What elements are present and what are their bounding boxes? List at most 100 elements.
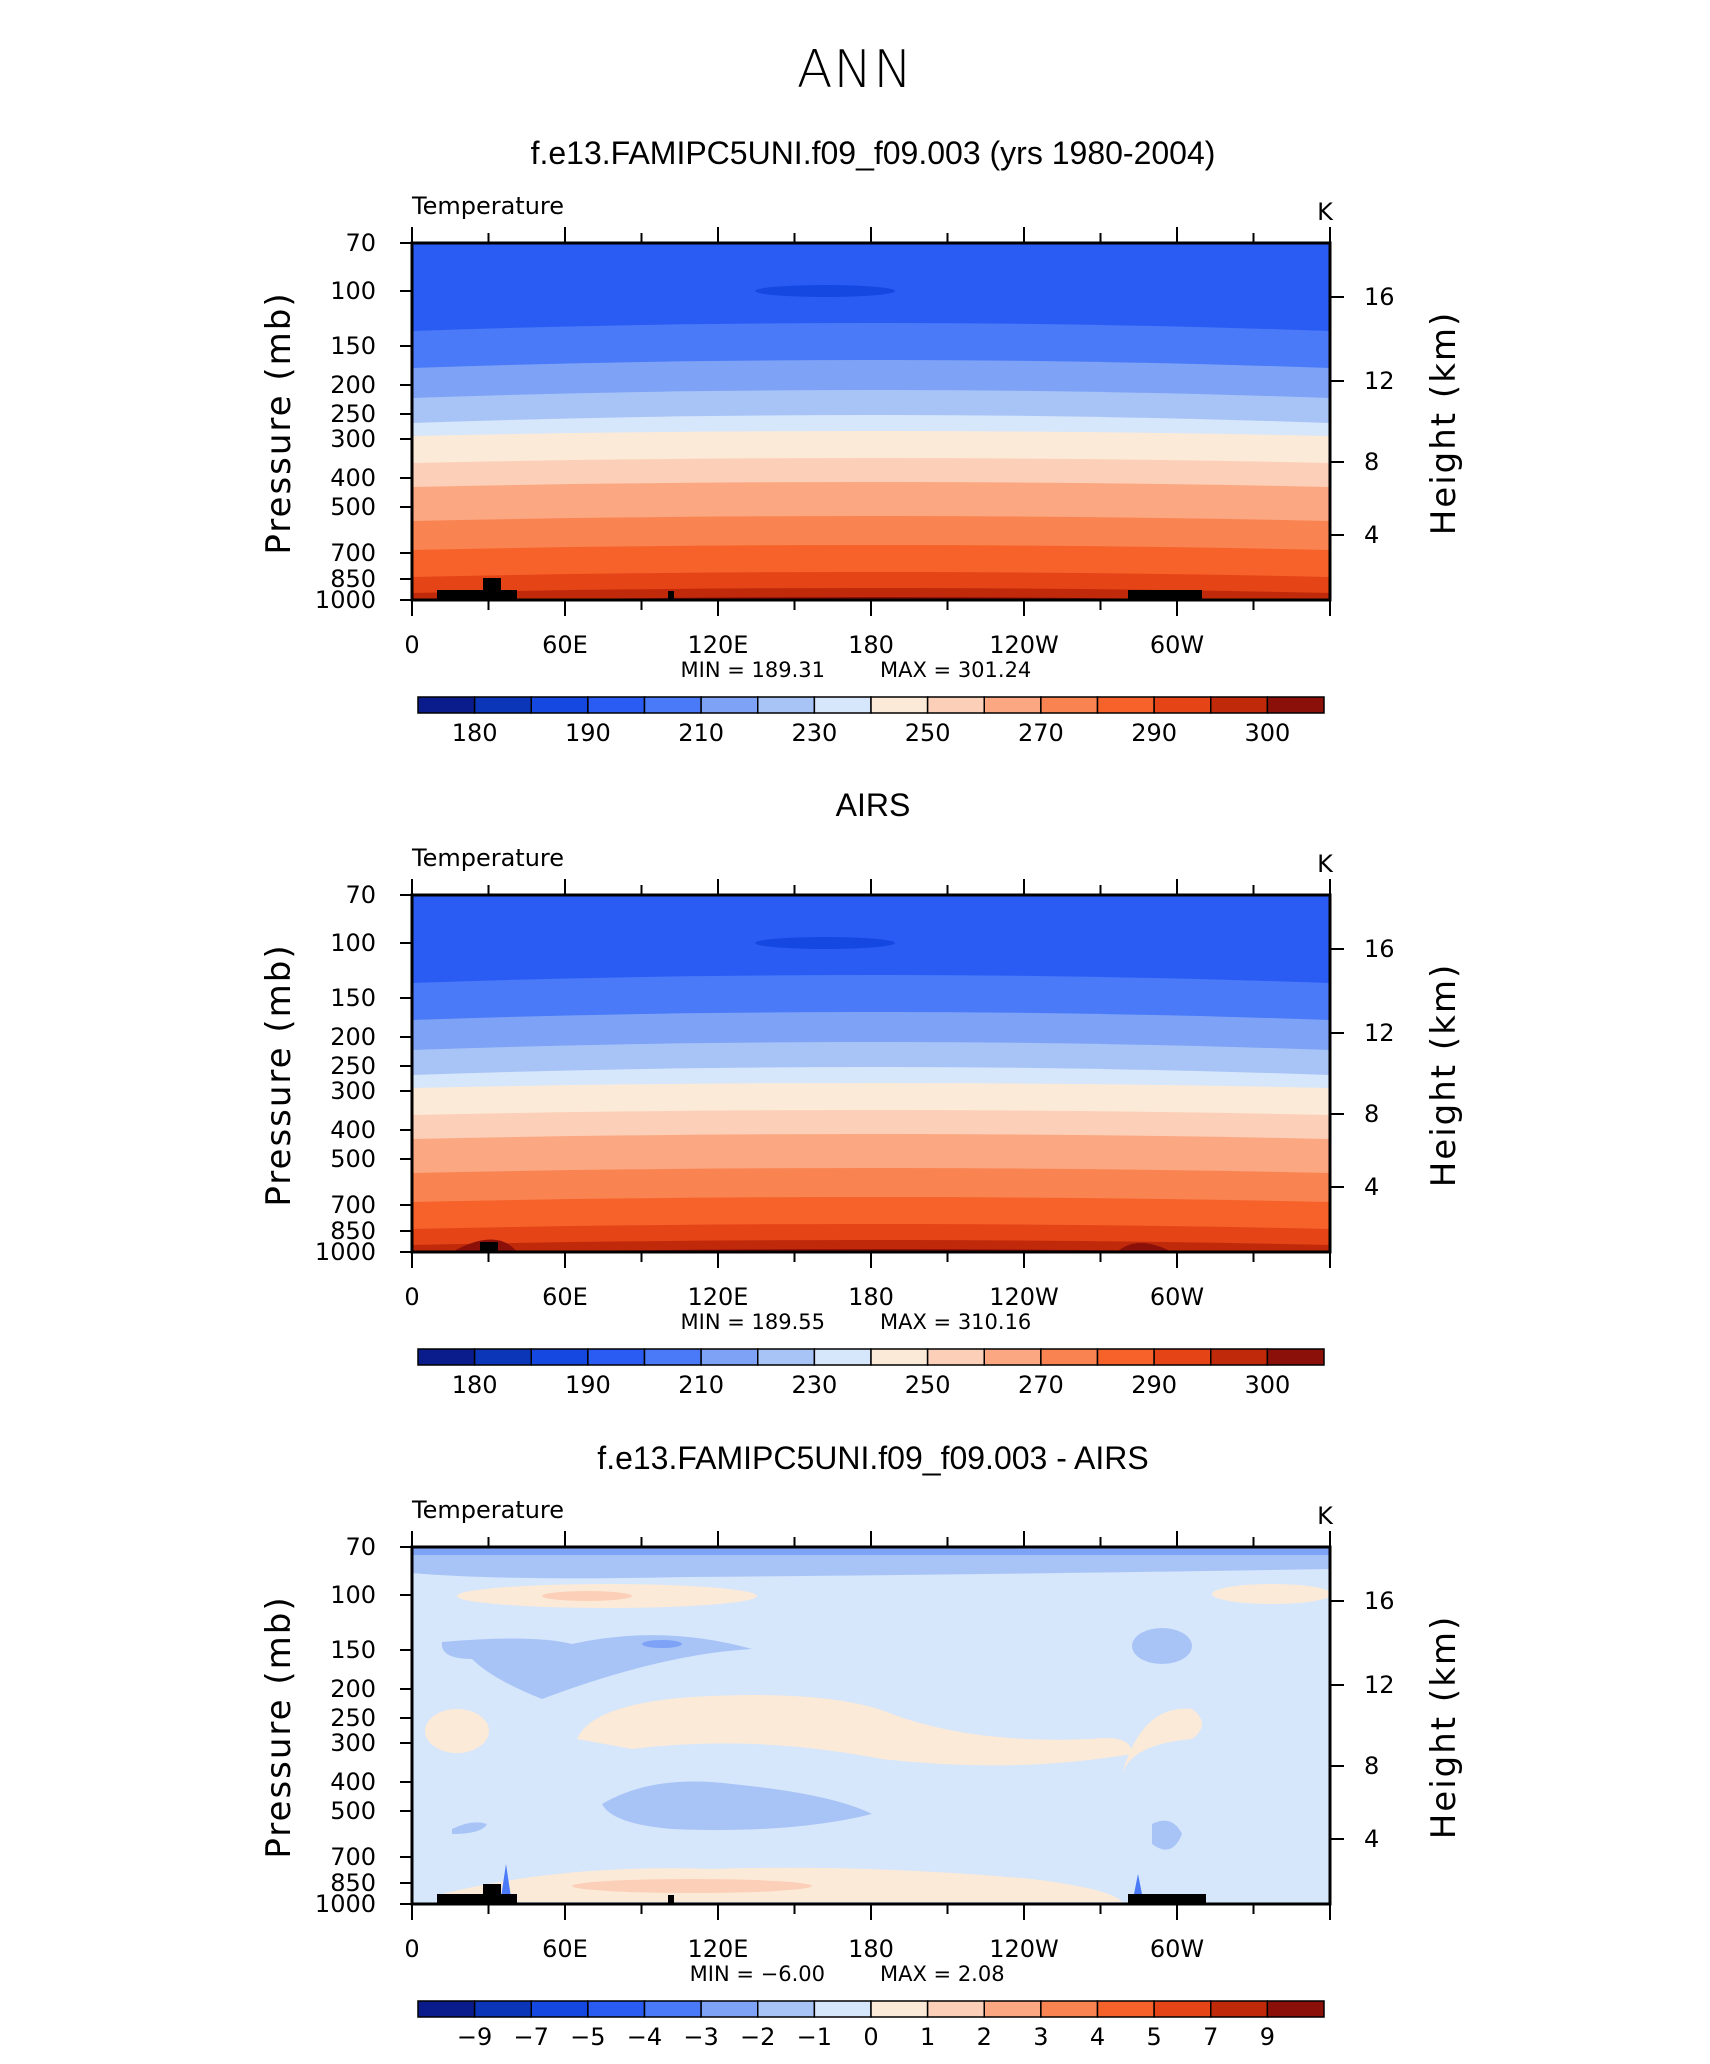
pressure-tick-label: 200 bbox=[330, 1023, 376, 1051]
pressure-tick-label: 250 bbox=[330, 1052, 376, 1080]
colorbar-label: −4 bbox=[627, 2023, 662, 2051]
lon-tick-label: 0 bbox=[404, 631, 419, 659]
lon-tick-label: 180 bbox=[848, 1283, 894, 1311]
warm-patch bbox=[1212, 1584, 1330, 1604]
colorbar-swatch bbox=[1266, 1348, 1325, 1366]
colorbar-label: 250 bbox=[905, 1371, 951, 1399]
cold-blob bbox=[1132, 1628, 1192, 1664]
land-island bbox=[668, 591, 674, 600]
pressure-tick-label: 400 bbox=[330, 1768, 376, 1796]
lon-tick-label: 0 bbox=[404, 1283, 419, 1311]
colorbar-label: 300 bbox=[1244, 719, 1290, 747]
colorbar-label: 4 bbox=[1090, 2023, 1105, 2051]
colorbar-swatch bbox=[813, 2000, 872, 2018]
pressure-tick-label: 700 bbox=[330, 1843, 376, 1871]
pressure-tick-label: 100 bbox=[330, 929, 376, 957]
land-highland bbox=[480, 1242, 498, 1252]
pressure-tick-label: 250 bbox=[330, 1704, 376, 1732]
lon-tick-label: 120W bbox=[989, 631, 1059, 659]
height-tick-label: 8 bbox=[1364, 1752, 1379, 1780]
contour-fill bbox=[412, 895, 1330, 1252]
colorbar-swatch bbox=[473, 2000, 532, 2018]
cold-patch bbox=[452, 1822, 487, 1834]
lon-tick-label: 180 bbox=[848, 1935, 894, 1963]
pressure-tick-label: 150 bbox=[330, 332, 376, 360]
colorbar-label: 2 bbox=[977, 2023, 992, 2051]
colorbar-label: 190 bbox=[565, 719, 611, 747]
pressure-tick-label: 300 bbox=[330, 425, 376, 453]
warm-low-core bbox=[572, 1879, 812, 1893]
colorbar-label: 230 bbox=[791, 1371, 837, 1399]
height-tick-label: 12 bbox=[1364, 367, 1395, 395]
pressure-tick-label: 500 bbox=[330, 493, 376, 521]
height-tick-label: 4 bbox=[1364, 1825, 1379, 1853]
colorbar-label: 210 bbox=[678, 719, 724, 747]
warm-band bbox=[1122, 1708, 1202, 1774]
cold-band-top-core bbox=[412, 1547, 1330, 1555]
y-axis-title-height: Height (km) bbox=[1424, 963, 1464, 1188]
pressure-tick-label: 500 bbox=[330, 1797, 376, 1825]
colorbar-swatch bbox=[1096, 2000, 1155, 2018]
height-tick-label: 4 bbox=[1364, 521, 1379, 549]
lon-tick-label: 120W bbox=[989, 1935, 1059, 1963]
colorbar-label: 190 bbox=[565, 1371, 611, 1399]
units-label: K bbox=[1317, 198, 1334, 226]
land-americas bbox=[1128, 1894, 1206, 1904]
lon-tick-label: 60E bbox=[542, 1283, 588, 1311]
colorbar-swatch bbox=[700, 2000, 759, 2018]
lon-tick-label: 0 bbox=[404, 1935, 419, 1963]
colorbar-label: −9 bbox=[457, 2023, 492, 2051]
min-stat: MIN = 189.55 bbox=[681, 1310, 825, 1334]
pressure-tick-label: 400 bbox=[330, 464, 376, 492]
panel-svg: f.e13.FAMIPC5UNI.f09_f09.003 (yrs 1980-2… bbox=[259, 135, 1464, 747]
lon-tick-label: 60E bbox=[542, 1935, 588, 1963]
pressure-tick-label: 300 bbox=[330, 1729, 376, 1757]
pressure-tick-label: 400 bbox=[330, 1116, 376, 1144]
pressure-tick-label: 300 bbox=[330, 1077, 376, 1105]
height-tick-label: 12 bbox=[1364, 1019, 1395, 1047]
pressure-tick-label: 850 bbox=[330, 1869, 376, 1897]
contour-band bbox=[412, 588, 1330, 600]
colorbar-label: 210 bbox=[678, 1371, 724, 1399]
pressure-tick-label: 1000 bbox=[315, 1890, 376, 1918]
cold-patch bbox=[1152, 1820, 1182, 1850]
colorbar-swatch bbox=[530, 2000, 589, 2018]
height-tick-label: 12 bbox=[1364, 1671, 1395, 1699]
pressure-tick-label: 1000 bbox=[315, 1238, 376, 1266]
colorbar-label: 180 bbox=[452, 719, 498, 747]
lon-tick-label: 120W bbox=[989, 1283, 1059, 1311]
pressure-tick-label: 850 bbox=[330, 565, 376, 593]
pressure-tick-label: 1000 bbox=[315, 586, 376, 614]
colorbar-label: 270 bbox=[1018, 719, 1064, 747]
land-island bbox=[668, 1895, 674, 1904]
pressure-tick-label: 500 bbox=[330, 1145, 376, 1173]
colorbar-label: 0 bbox=[863, 2023, 878, 2051]
pressure-tick-label: 250 bbox=[330, 400, 376, 428]
variable-label: Temperature bbox=[411, 844, 564, 872]
lon-tick-label: 60W bbox=[1150, 631, 1204, 659]
y-axis-title-pressure: Pressure (mb) bbox=[259, 943, 299, 1206]
pressure-tick-label: 850 bbox=[330, 1217, 376, 1245]
colorbar-label: 9 bbox=[1260, 2023, 1275, 2051]
min-stat: MIN = 189.31 bbox=[681, 658, 825, 682]
lon-tick-label: 60W bbox=[1150, 1283, 1204, 1311]
colorbar-label: −3 bbox=[683, 2023, 718, 2051]
pressure-tick-label: 100 bbox=[330, 277, 376, 305]
colorbar-swatch bbox=[643, 2000, 702, 2018]
colorbar-swatch bbox=[587, 2000, 646, 2018]
colorbar-swatch bbox=[983, 2000, 1042, 2018]
pressure-tick-label: 150 bbox=[330, 1636, 376, 1664]
height-tick-label: 8 bbox=[1364, 1100, 1379, 1128]
land-americas bbox=[1128, 590, 1202, 600]
land-africa bbox=[437, 1894, 517, 1904]
y-axis-title-height: Height (km) bbox=[1424, 311, 1464, 536]
panel-title: f.e13.FAMIPC5UNI.f09_f09.003 (yrs 1980-2… bbox=[531, 135, 1216, 171]
variable-label: Temperature bbox=[411, 192, 564, 220]
colorbar-swatch bbox=[1266, 696, 1325, 714]
height-tick-label: 8 bbox=[1364, 448, 1379, 476]
lon-tick-label: 120E bbox=[688, 1935, 749, 1963]
colorbar-label: 290 bbox=[1131, 1371, 1177, 1399]
units-label: K bbox=[1317, 1502, 1334, 1530]
pressure-tick-label: 700 bbox=[330, 1191, 376, 1219]
panel-model: f.e13.FAMIPC5UNI.f09_f09.003 (yrs 1980-2… bbox=[0, 0, 1710, 747]
